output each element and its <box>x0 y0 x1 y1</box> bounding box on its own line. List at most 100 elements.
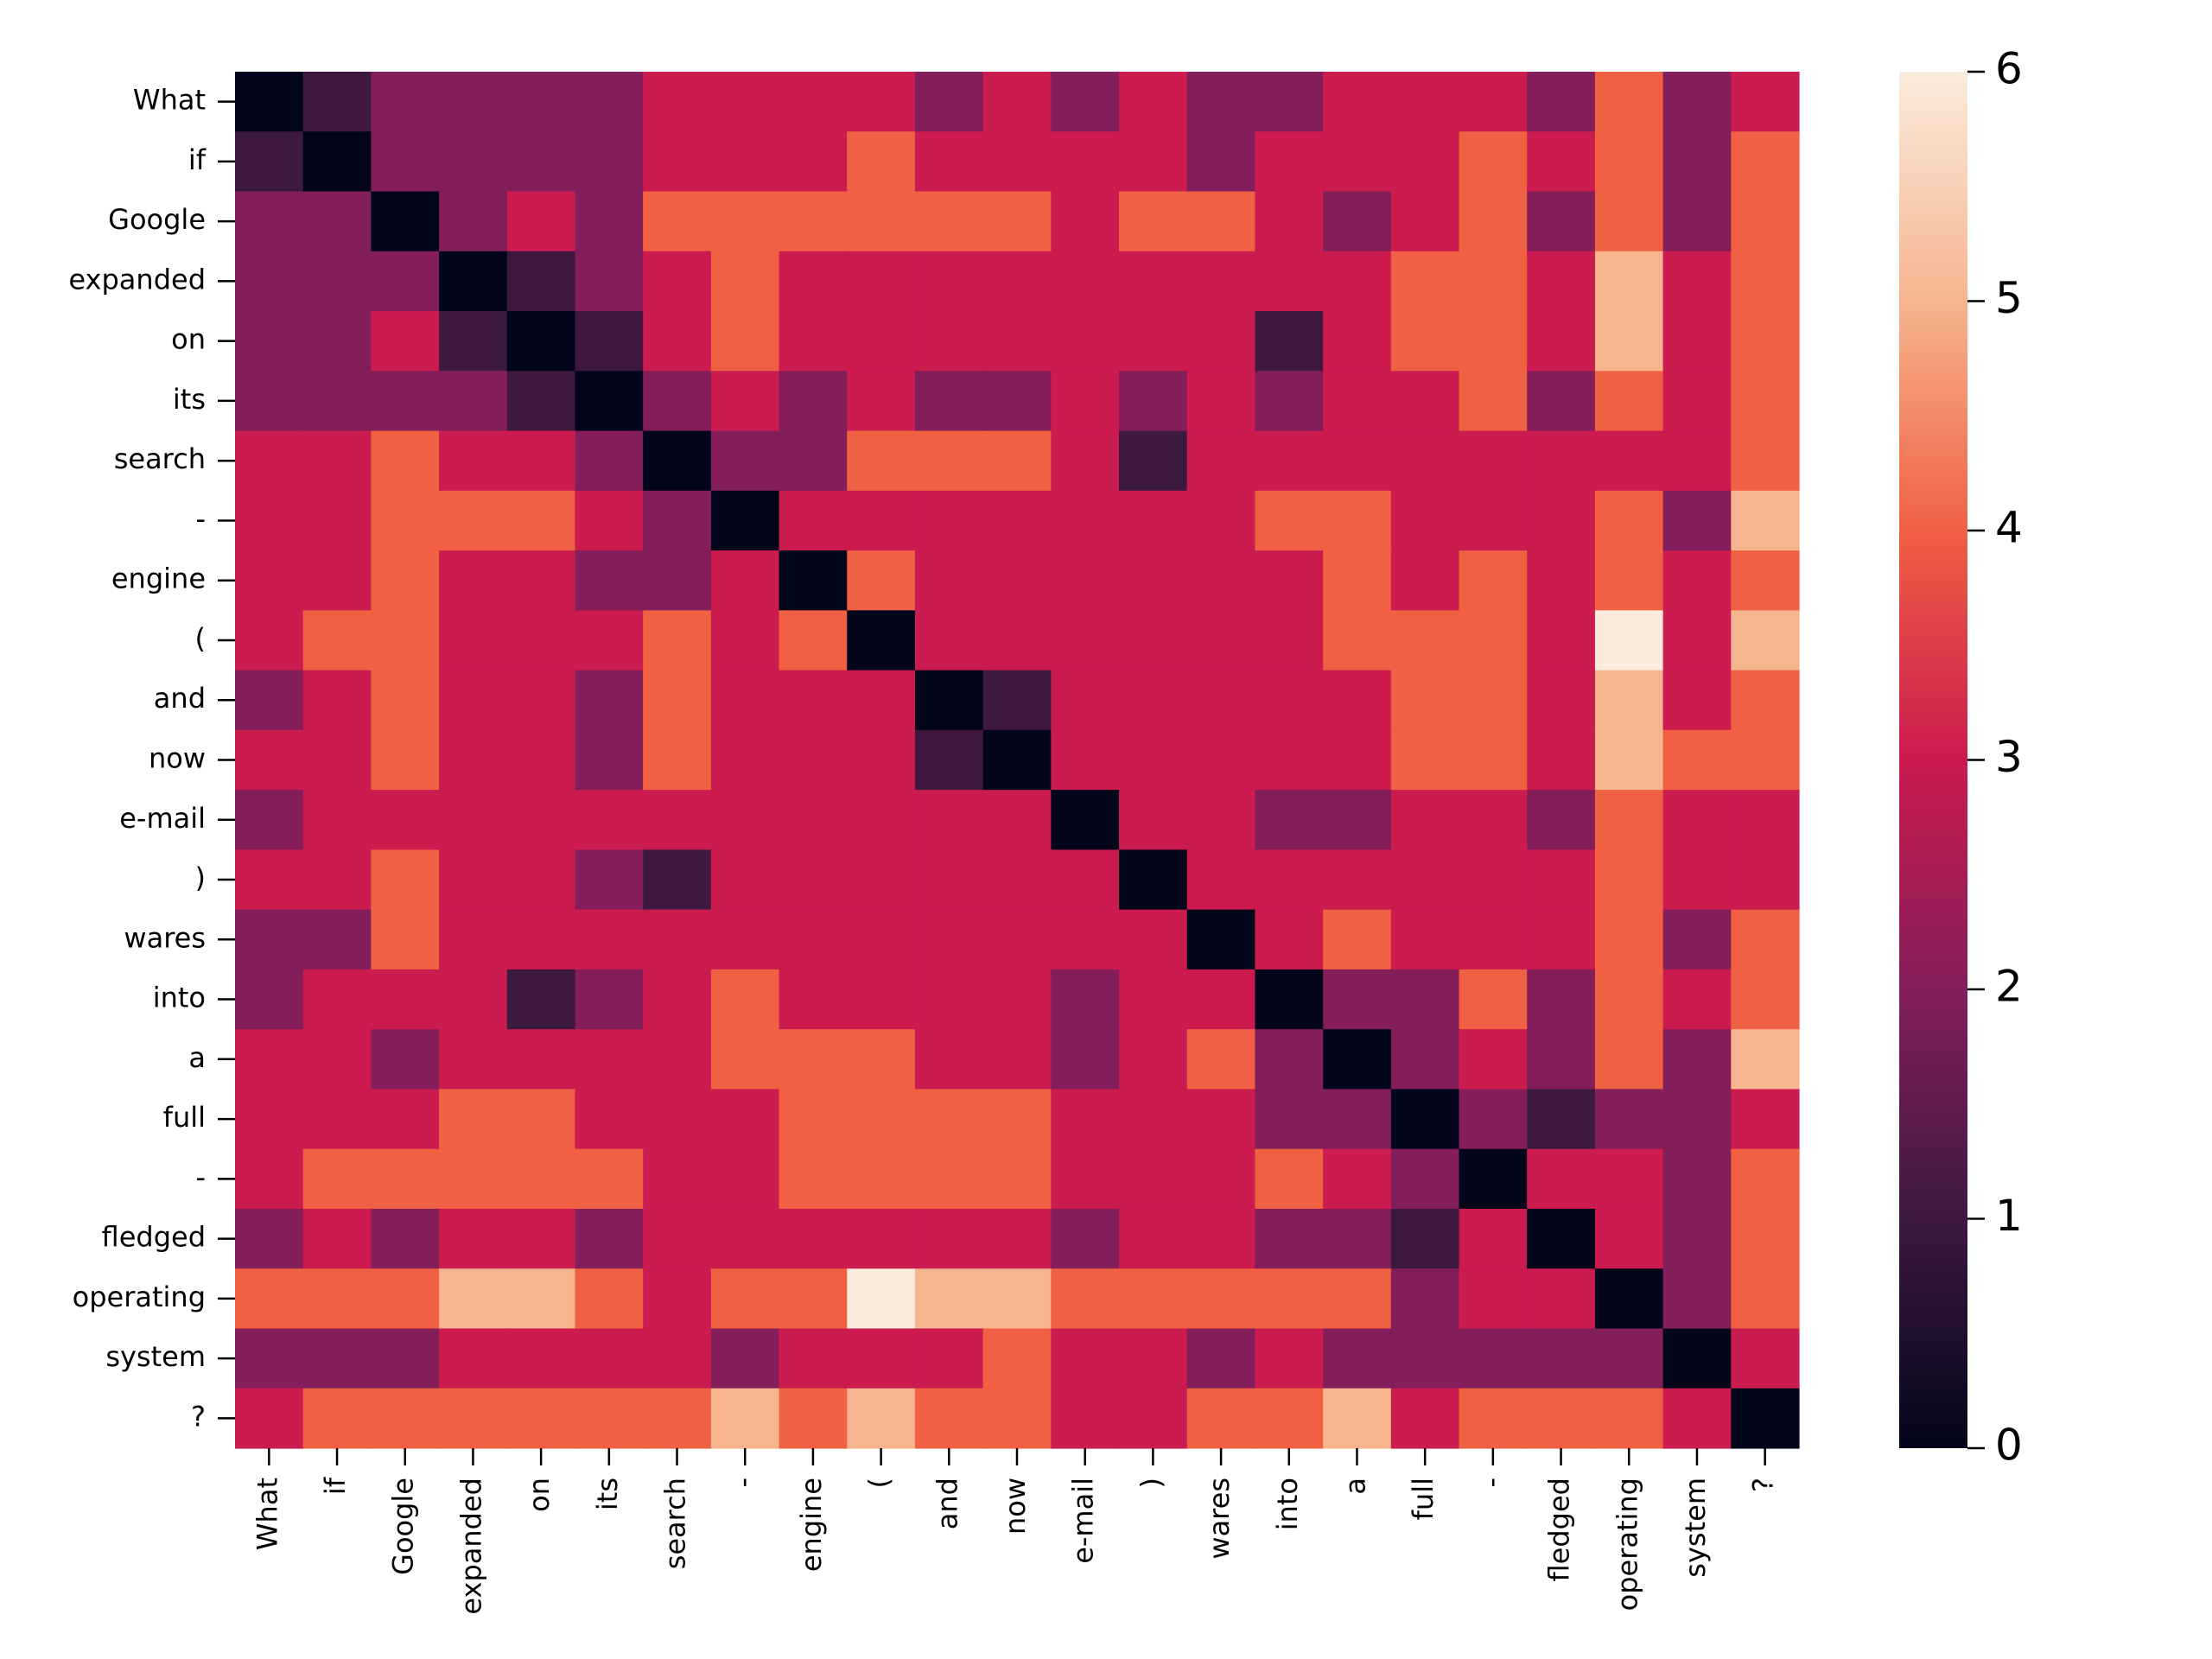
heatmap-cell <box>439 849 508 911</box>
heatmap-cell <box>643 729 712 791</box>
heatmap-cell <box>1119 251 1188 312</box>
heatmap-cell <box>371 1388 440 1449</box>
heatmap-cell <box>1459 430 1528 492</box>
heatmap-cell <box>1390 1328 1460 1389</box>
heatmap-cell <box>506 490 576 551</box>
heatmap-cell <box>982 251 1052 312</box>
heatmap-cell <box>643 1208 712 1269</box>
heatmap-cell <box>1459 1029 1528 1090</box>
y-tick-label: its <box>173 383 206 416</box>
heatmap-cell <box>439 490 508 551</box>
heatmap-cell <box>1594 251 1664 312</box>
heatmap-cell <box>1119 729 1188 791</box>
heatmap-cell <box>439 430 508 492</box>
heatmap-cell <box>1662 1089 1732 1150</box>
heatmap-cell <box>710 849 780 911</box>
heatmap-cell <box>1662 311 1732 372</box>
heatmap-cell <box>779 550 848 611</box>
y-tick-label: What <box>133 84 206 117</box>
heatmap-cell <box>1390 371 1460 432</box>
x-tick-label: if <box>319 1477 352 1495</box>
heatmap-cell <box>710 371 780 432</box>
heatmap-cell <box>914 311 984 372</box>
heatmap-cell <box>1731 849 1800 911</box>
heatmap-cell <box>302 251 372 312</box>
heatmap-cell <box>643 550 712 611</box>
heatmap-cell <box>847 72 916 132</box>
heatmap-cell <box>1186 371 1256 432</box>
heatmap-cell <box>1527 371 1596 432</box>
heatmap-cell <box>1594 311 1664 372</box>
y-tick-label: fledged <box>102 1221 206 1254</box>
heatmap-cell <box>1731 610 1800 671</box>
x-tick-label: its <box>591 1478 624 1510</box>
heatmap-cell <box>302 131 372 193</box>
heatmap-cell <box>371 1328 440 1389</box>
heatmap-cell <box>1051 909 1120 970</box>
heatmap-cell <box>302 490 372 551</box>
heatmap-cell <box>1323 1328 1392 1389</box>
heatmap-cell <box>1594 1328 1664 1389</box>
heatmap-cell <box>643 1268 712 1330</box>
x-tick-label: now <box>999 1478 1032 1535</box>
heatmap-cell <box>1186 191 1256 252</box>
heatmap-cell <box>575 550 644 611</box>
heatmap-cell <box>1255 490 1324 551</box>
heatmap-cell <box>1527 909 1596 970</box>
heatmap-cell <box>643 790 712 850</box>
heatmap-cell <box>1390 849 1460 911</box>
heatmap-cell <box>1255 790 1324 850</box>
heatmap-cell <box>1255 1029 1324 1090</box>
heatmap-cell <box>982 1029 1052 1090</box>
heatmap-cell <box>710 790 780 850</box>
x-tick-label: Google <box>387 1478 420 1575</box>
heatmap-cell <box>1255 729 1324 791</box>
heatmap-cell <box>1731 311 1800 372</box>
heatmap-cell <box>982 969 1052 1030</box>
heatmap-cell <box>1323 490 1392 551</box>
heatmap-cell <box>1527 251 1596 312</box>
heatmap-cell <box>302 1089 372 1150</box>
heatmap-cell <box>1323 550 1392 611</box>
heatmap-cell <box>506 131 576 193</box>
heatmap-cell <box>302 670 372 731</box>
heatmap-cell <box>371 550 440 611</box>
heatmap-cell <box>371 849 440 911</box>
heatmap-cell <box>1323 969 1392 1030</box>
heatmap-cell <box>847 251 916 312</box>
heatmap-cell <box>439 1089 508 1150</box>
heatmap-cell <box>710 191 780 252</box>
heatmap-cell <box>847 1208 916 1269</box>
heatmap-cell <box>235 1089 304 1150</box>
heatmap-cell <box>1186 909 1256 970</box>
heatmap-cell <box>847 1268 916 1330</box>
heatmap-cell <box>1662 729 1732 791</box>
heatmap-cell <box>847 1148 916 1210</box>
heatmap-cell <box>1051 371 1120 432</box>
heatmap-cell <box>302 1328 372 1389</box>
heatmap-cell <box>914 969 984 1030</box>
heatmap-cell <box>914 131 984 193</box>
heatmap-cell <box>643 251 712 312</box>
heatmap-cell <box>643 1029 712 1090</box>
heatmap-cell <box>1051 251 1120 312</box>
y-tick-label: search <box>114 442 206 475</box>
heatmap-cell <box>1051 849 1120 911</box>
heatmap-cell <box>1594 670 1664 731</box>
heatmap-cell <box>1527 191 1596 252</box>
heatmap-cell <box>439 729 508 791</box>
heatmap-cell <box>506 72 576 132</box>
heatmap-cell <box>1594 1148 1664 1210</box>
heatmap-cell <box>506 729 576 791</box>
heatmap-cell <box>302 1029 372 1090</box>
heatmap-cell <box>371 1268 440 1330</box>
heatmap-cell <box>1731 729 1800 791</box>
heatmap-cell <box>1459 1148 1528 1210</box>
heatmap-cell <box>847 610 916 671</box>
heatmap-cell <box>1186 849 1256 911</box>
heatmap-cell <box>1255 849 1324 911</box>
x-tick-label: search <box>659 1478 692 1569</box>
heatmap-cell <box>982 1089 1052 1150</box>
heatmap-cell <box>1662 191 1732 252</box>
